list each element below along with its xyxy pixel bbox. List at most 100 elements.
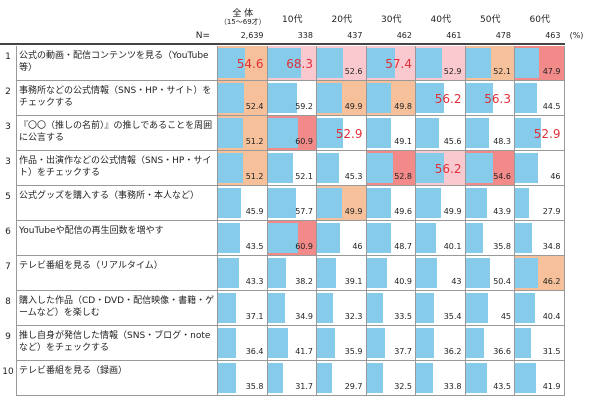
value-label: 45 (500, 312, 511, 321)
bar (416, 258, 438, 288)
value-cell: 54.6 (465, 151, 515, 186)
bar (267, 83, 297, 113)
bar (218, 188, 241, 218)
bar (317, 258, 337, 288)
bar (218, 153, 244, 183)
value-label: 68.3 (286, 57, 313, 71)
bar (416, 83, 444, 113)
value-cell: 49.6 (366, 186, 416, 221)
value-cell: 54.6 (218, 46, 268, 81)
rank: 9 (5, 332, 11, 342)
bar (515, 328, 531, 358)
bar (416, 293, 434, 323)
value-cell: 45 (465, 291, 515, 326)
bar (366, 83, 392, 113)
value-cell: 37.7 (366, 326, 416, 361)
bar (317, 188, 342, 218)
value-label: 51.2 (245, 172, 264, 181)
bar (218, 223, 240, 253)
value-cell: 57.7 (267, 186, 317, 221)
value-cell: 35.9 (317, 326, 367, 361)
value-label: 52.4 (245, 102, 264, 111)
value-cell: 34.8 (515, 221, 565, 256)
bar (267, 363, 284, 393)
value-cell: 49.9 (317, 186, 367, 221)
bar (218, 293, 237, 323)
rank: 10 (2, 367, 14, 377)
value-cell: 34.9 (267, 291, 317, 326)
value-cell: 43 (416, 256, 466, 291)
bar (317, 223, 340, 253)
bar (267, 188, 297, 218)
value-label: 37.7 (394, 347, 412, 356)
value-cell: 33.5 (366, 291, 416, 326)
row-label: テレビ番組を見る（リアルタイム） (19, 261, 163, 271)
row-label: テレビ番組を見る（録画） (19, 366, 128, 376)
label-cell: 推し自身が発信した情報（SNS・ブログ・noteなど）をチェックする (16, 326, 218, 361)
rank: 6 (5, 227, 11, 237)
bar (416, 363, 433, 393)
value-cell: 56.2 (416, 81, 466, 116)
value-label: 40.9 (394, 277, 412, 286)
value-label: 41.7 (295, 347, 313, 356)
label-cell: 公式グッズを購入する（事務所・本人など） (16, 186, 218, 221)
bar (515, 293, 535, 323)
value-label: 57.7 (295, 207, 313, 216)
value-label: 39.1 (344, 277, 363, 286)
bar (416, 118, 439, 148)
label-cell: 事務所などの公式情報（SNS・HP・サイト）をチェックする (16, 81, 218, 116)
value-cell: 57.4 (366, 46, 416, 81)
value-label: 43.5 (245, 242, 264, 251)
value-cell: 40.9 (366, 256, 416, 291)
bar (317, 328, 335, 358)
bar (366, 258, 387, 288)
bar (465, 188, 488, 218)
value-cell: 48.7 (366, 221, 416, 256)
value-cell: 35.8 (465, 221, 515, 256)
value-label: 43 (451, 277, 462, 286)
value-label: 45.6 (443, 137, 462, 146)
bar (465, 293, 488, 323)
bar (267, 223, 298, 253)
bar (267, 258, 287, 288)
value-label: 35.9 (344, 347, 363, 356)
rank: 5 (5, 192, 11, 202)
value-label: 49.9 (344, 102, 363, 111)
value-cell: 49.9 (317, 81, 367, 116)
bar (317, 363, 332, 393)
label-cell: 作品・出演作などの公式情報（SNS・HP・サイト）をチェックする (16, 151, 218, 186)
value-cell: 49.1 (366, 116, 416, 151)
value-cell: 31.5 (515, 326, 565, 361)
rank: 1 (5, 52, 11, 62)
value-cell: 36.6 (465, 326, 515, 361)
bar (317, 118, 344, 148)
value-label: 33.5 (394, 312, 412, 321)
value-cell: 47.9 (515, 46, 565, 81)
n-label: N= (195, 31, 210, 41)
value-label: 35.8 (245, 382, 264, 391)
row-label: YouTubeや配信の再生回数を増やす (19, 226, 164, 236)
value-label: 34.9 (295, 312, 313, 321)
value-label: 27.9 (542, 207, 561, 216)
value-cell: 35.4 (416, 291, 466, 326)
value-cell: 43.3 (218, 256, 268, 291)
value-cell: 50.4 (465, 256, 515, 291)
value-cell: 45.9 (218, 186, 268, 221)
bar (416, 153, 444, 183)
bar (465, 328, 484, 358)
bar (416, 223, 436, 253)
bar (465, 153, 493, 183)
value-cell: 43.9 (465, 186, 515, 221)
value-label: 43.9 (493, 207, 511, 216)
value-cell: 44.5 (515, 81, 565, 116)
value-label: 52.9 (443, 67, 462, 76)
bar (267, 48, 302, 78)
bar (218, 83, 244, 113)
value-label: 40.4 (542, 312, 561, 321)
value-label: 37.1 (245, 312, 264, 321)
value-cell: 43.5 (218, 221, 268, 256)
value-cell: 36.4 (218, 326, 268, 361)
value-label: 45.9 (245, 207, 264, 216)
value-label: 49.9 (344, 207, 363, 216)
value-label: 50.4 (493, 277, 511, 286)
